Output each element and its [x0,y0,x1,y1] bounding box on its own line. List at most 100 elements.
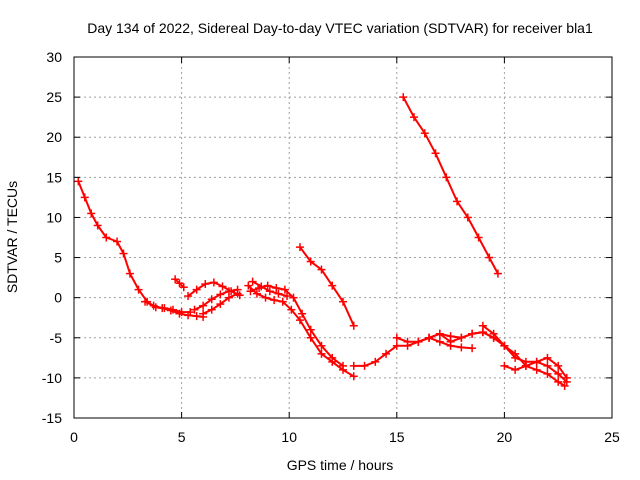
data-point [371,357,380,366]
data-point [392,341,401,350]
data-point [295,316,304,325]
axis-ticks [73,56,613,419]
series-line [503,364,566,387]
data-point [521,361,530,370]
data-point [209,278,218,287]
data-point [543,353,552,362]
data-point [453,197,462,206]
data-point [543,369,552,378]
y-tick-label: 25 [46,89,62,105]
data-point [317,265,326,274]
data-point [457,343,466,352]
data-point [463,213,472,222]
data-point [489,329,498,338]
data-point [175,309,184,318]
data-point [468,329,477,338]
data-point [227,287,236,296]
data-point [306,257,315,266]
y-tick-label: 0 [54,290,62,306]
data-point [166,306,175,315]
data-point [261,293,270,302]
data-point [102,233,111,242]
data-point [289,293,298,302]
data-point [278,297,287,306]
series-line [299,246,355,327]
data-point [257,282,266,291]
data-point [272,284,281,293]
data-point [403,337,412,346]
series-track-1 [74,177,195,317]
data-point [478,321,487,330]
data-point [287,305,296,314]
data-point [554,369,563,378]
plot-frame [73,56,613,419]
data-point [280,285,289,294]
data-point [360,361,369,370]
y-tick-label: 15 [46,169,62,185]
data-point [218,282,227,291]
data-point [339,361,347,370]
data-point [149,301,158,310]
data-point [410,113,419,122]
series-track-9 [248,277,292,301]
data-point [274,289,283,298]
data-point [306,325,315,334]
data-point [184,292,193,301]
data-point [252,289,261,298]
data-point [265,287,274,296]
data-point [216,300,225,309]
data-point [295,243,304,252]
data-point [244,281,253,290]
x-axis-label: GPS time / hours [287,457,394,473]
y-tick-label: -5 [50,330,63,346]
data-point [74,177,83,186]
data-point [158,304,167,313]
data-point [216,290,225,299]
y-tick-label: 30 [46,49,62,65]
series-track-15 [500,361,569,390]
y-tick-label: 5 [54,250,62,266]
data-point [192,312,201,321]
data-point [192,285,201,294]
x-tick-label: 5 [178,429,186,445]
x-tick-label: 0 [70,429,78,445]
data-point [317,349,326,358]
data-point [328,353,337,362]
series-track-8 [246,281,347,370]
y-tick-label: -10 [42,370,62,386]
data-point [201,280,210,289]
series-track-10 [295,243,358,330]
data-point [399,93,408,102]
data-point [392,333,401,342]
series-track-16 [399,93,502,278]
data-point [199,301,208,310]
data-point [207,305,216,314]
data-point [431,149,440,158]
series-line [402,96,499,275]
data-point [113,237,122,246]
data-series [74,93,571,390]
data-point [532,365,541,374]
data-point [233,289,242,298]
data-point [493,269,502,278]
data-point [425,333,434,342]
data-point [141,297,150,306]
data-point [474,233,483,242]
data-point [420,129,429,138]
data-point [298,309,307,318]
data-point [468,344,477,353]
data-point [270,296,279,305]
data-point [511,365,520,374]
data-point [306,333,315,342]
data-point [175,279,184,288]
data-point [382,349,391,358]
y-tick-label: 20 [46,129,62,145]
data-point [190,305,199,314]
data-point [349,321,358,330]
data-point [560,381,569,390]
data-point [317,341,326,350]
data-point [500,341,509,350]
data-point [349,361,358,370]
data-point [435,329,444,338]
